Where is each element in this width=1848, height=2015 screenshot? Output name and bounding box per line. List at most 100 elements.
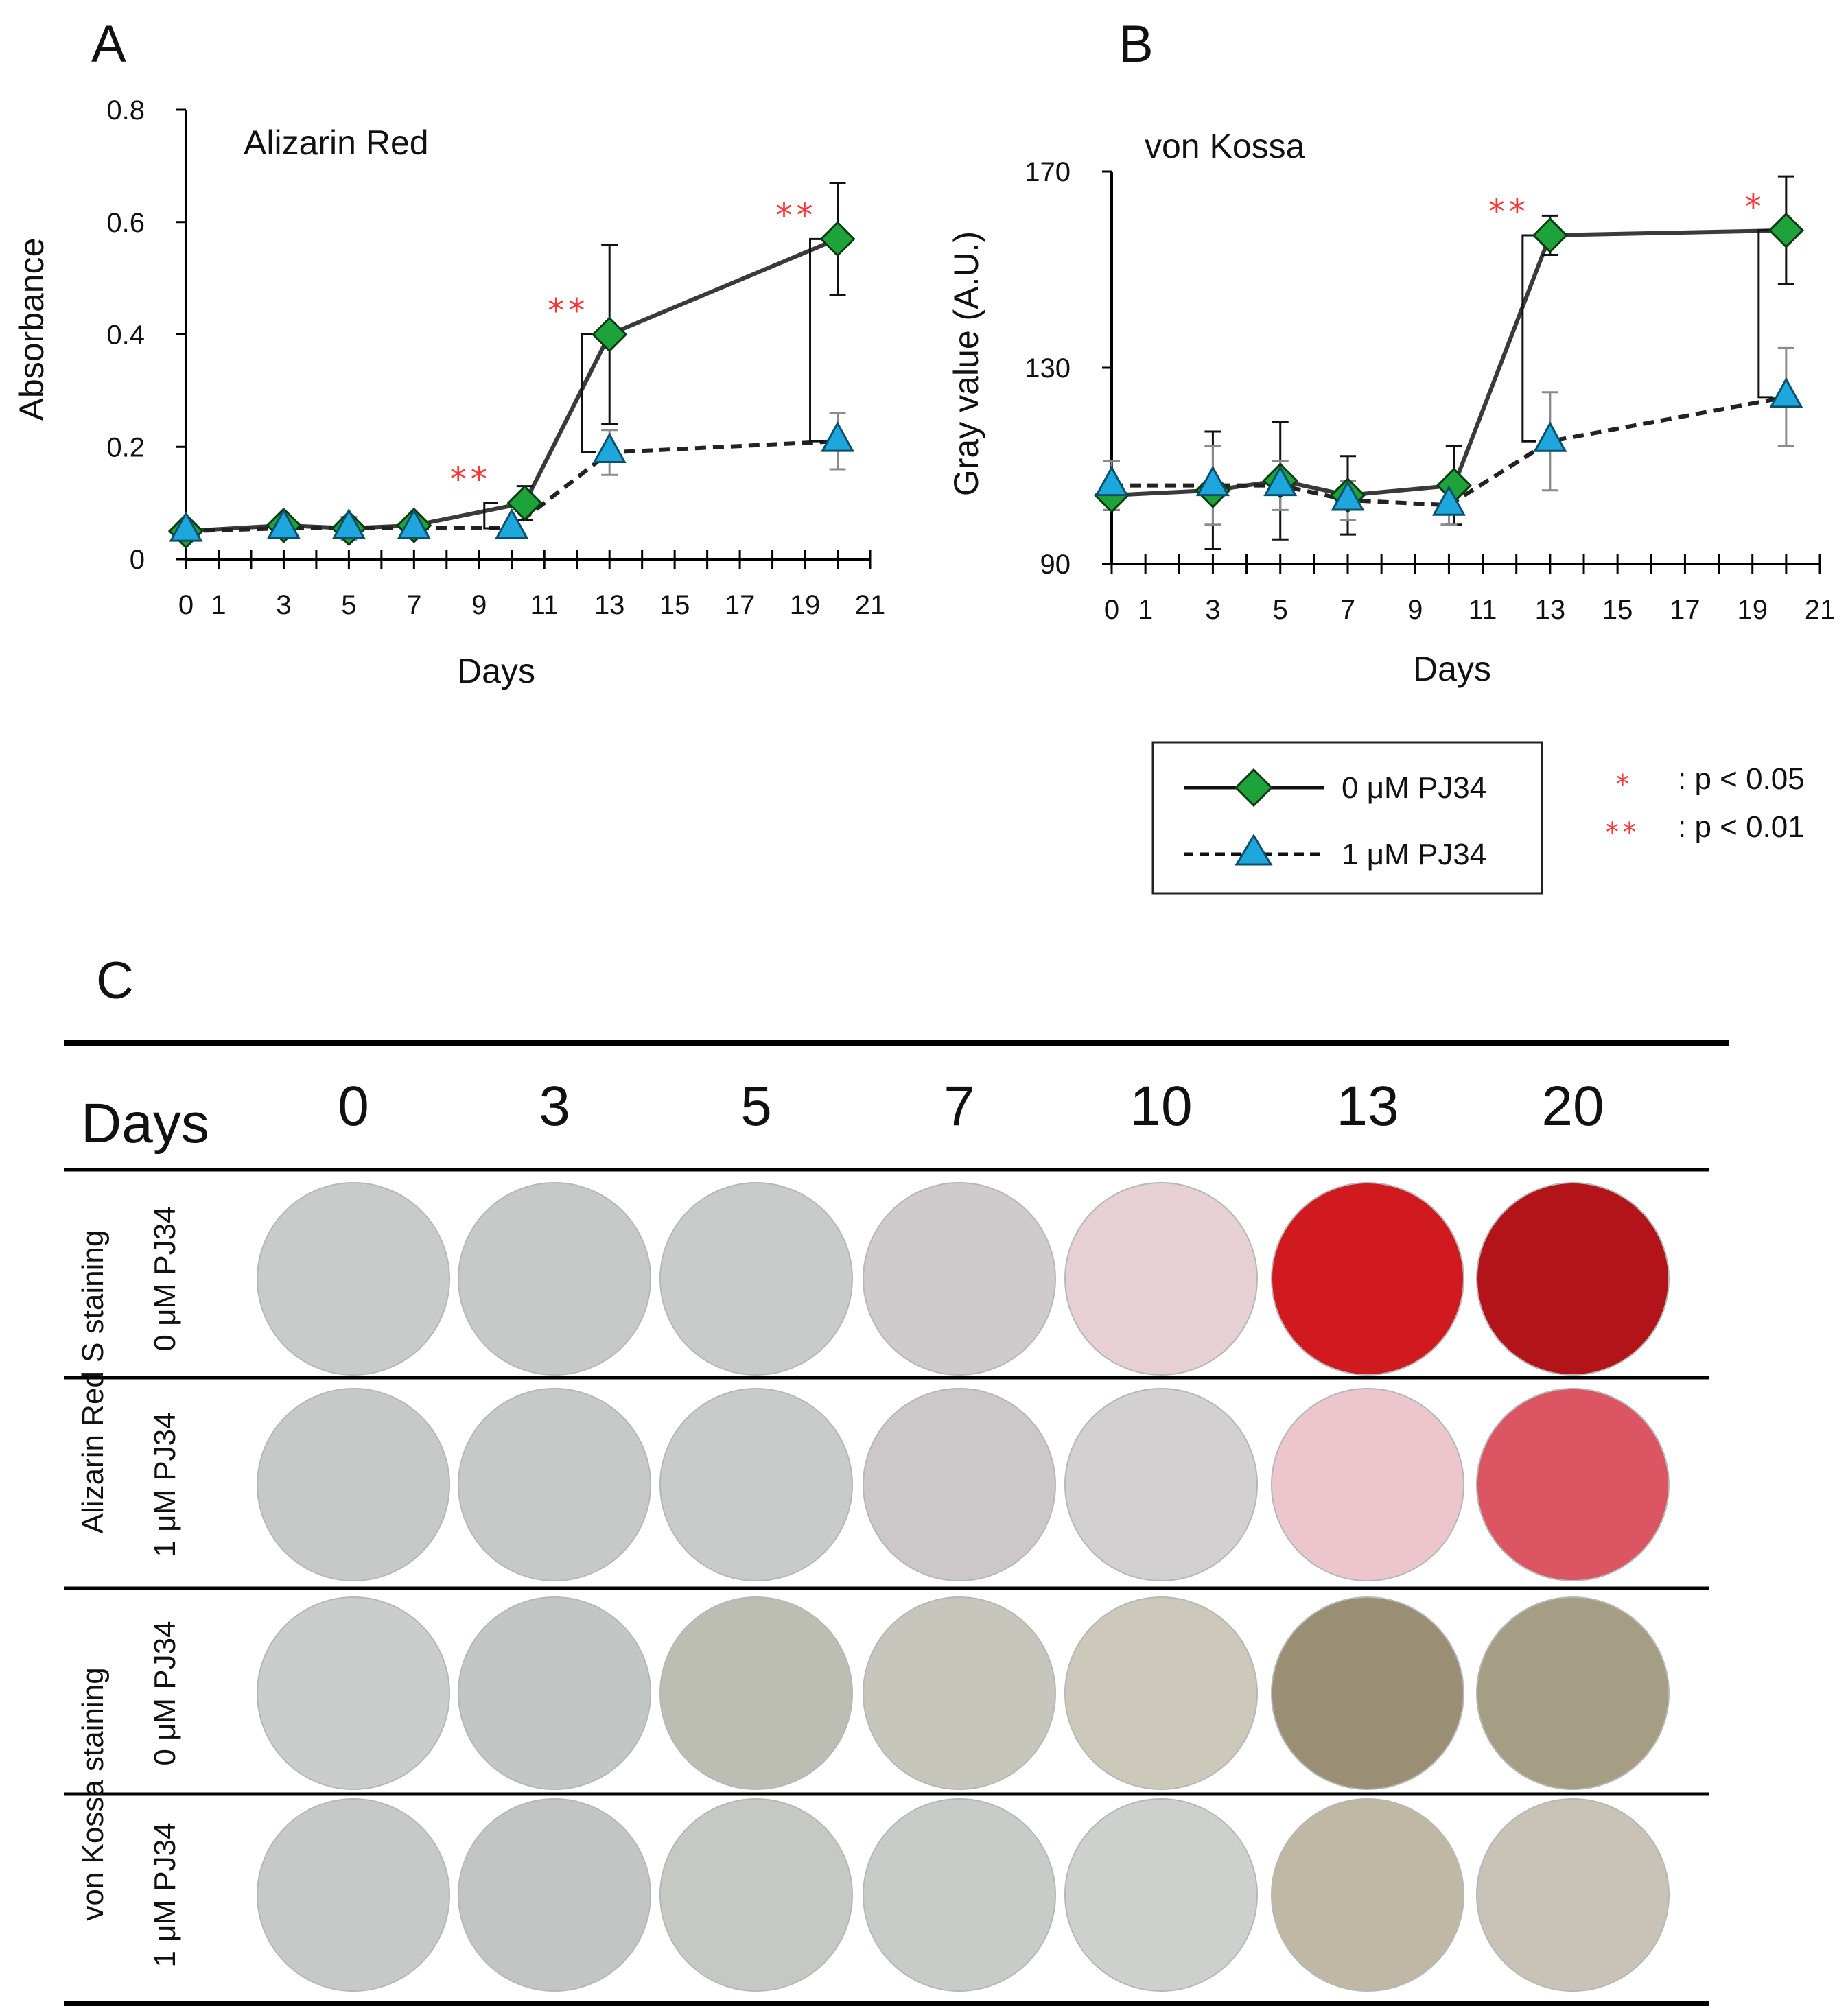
stain-well bbox=[659, 1798, 853, 1992]
chart-a-x-tick-label: 1 bbox=[211, 590, 226, 620]
chart-b-x-tick-label: 13 bbox=[1535, 595, 1566, 625]
legend-box bbox=[1151, 741, 1543, 895]
chart-a-point-triangle bbox=[331, 508, 366, 539]
chart-b-title: von Kossa bbox=[1145, 127, 1305, 165]
stain-well bbox=[863, 1798, 1056, 1992]
sig-legend-text-1: : p < 0.01 bbox=[1678, 810, 1805, 844]
stain-well bbox=[1271, 1182, 1464, 1376]
table-day-header: 0 bbox=[338, 1075, 369, 1138]
chart-a-x-tick-label: 15 bbox=[659, 590, 690, 620]
table-header-days: Days bbox=[81, 1092, 209, 1155]
chart-b-point-triangle bbox=[1331, 480, 1365, 511]
stain-well bbox=[257, 1798, 450, 1992]
stain-well bbox=[1476, 1798, 1670, 1992]
chart-a-x-tick-label: 11 bbox=[530, 590, 559, 620]
staining-table: Days 0 3 5 7 10 13 20 Alizarin Red S staining 0 … bbox=[64, 1040, 1729, 2006]
stain-well bbox=[1476, 1596, 1670, 1790]
table-day-header: 3 bbox=[539, 1075, 570, 1138]
chart-a-point-triangle bbox=[592, 432, 627, 463]
chart-a-x-tick-label: 9 bbox=[471, 590, 487, 620]
panel-letter-b: B bbox=[1119, 15, 1154, 73]
chart-a-point-diamond bbox=[819, 221, 856, 257]
chart-a-point-diamond bbox=[592, 316, 628, 353]
chart-b-point-triangle bbox=[1533, 421, 1567, 452]
chart-b-x-tick-label: 3 bbox=[1205, 595, 1220, 625]
stain-well bbox=[1064, 1182, 1258, 1376]
chart-b-ylabel: Gray value (A.U.) bbox=[947, 231, 985, 496]
stain-well bbox=[458, 1596, 651, 1790]
stain-well bbox=[1271, 1798, 1464, 1992]
chart-b-point-triangle bbox=[1263, 465, 1298, 497]
chart-a-x-tick-label: 3 bbox=[276, 590, 291, 620]
chart-a-xlabel: Days bbox=[457, 652, 535, 690]
stain-well bbox=[863, 1182, 1056, 1376]
chart-a-point-triangle bbox=[266, 508, 301, 539]
stain-well bbox=[1064, 1596, 1258, 1790]
chart-a: Alizarin Red Days Absorbance 0 1 3 5 7 9 11 13 1… bbox=[12, 95, 885, 690]
chart-b-x-tick-label: 9 bbox=[1407, 595, 1423, 625]
chart-b-x-tick-label: 17 bbox=[1670, 595, 1700, 625]
chart-a-sig-bracket bbox=[581, 333, 596, 453]
chart-a-sig-label: ** bbox=[548, 292, 589, 331]
chart-a-point-triangle bbox=[397, 508, 431, 539]
chart-b-y-tick-label: 130 bbox=[1025, 353, 1071, 384]
stain-well bbox=[659, 1388, 853, 1581]
chart-a-y-tick-label: 0.2 bbox=[106, 432, 145, 462]
row-label: 0 μM PJ34 bbox=[148, 1206, 182, 1351]
chart-b-x-tick-label: 1 bbox=[1138, 595, 1153, 625]
chart-a-x-tick-label: 5 bbox=[341, 590, 356, 620]
chart-b-point-triangle bbox=[1431, 485, 1466, 516]
chart-a-y-tick-label: 0.8 bbox=[106, 95, 145, 126]
stain-well bbox=[659, 1596, 853, 1790]
chart-b-y-tick-label: 90 bbox=[1040, 550, 1071, 580]
chart-a-y-tick-label: 0 bbox=[130, 545, 145, 575]
row-label: 1 μM PJ34 bbox=[148, 1822, 182, 1967]
chart-b-x-tick-label: 5 bbox=[1273, 595, 1288, 625]
chart-a-title: Alizarin Red bbox=[244, 123, 429, 162]
stain-well bbox=[1271, 1596, 1464, 1790]
chart-a-sig-bracket bbox=[809, 237, 824, 443]
chart-b-x-tick-label: 19 bbox=[1737, 595, 1768, 625]
chart-a-x-tick-label: 19 bbox=[790, 590, 821, 620]
panel-letter-a: A bbox=[91, 15, 126, 73]
chart-b-sig-bracket bbox=[1521, 234, 1536, 443]
chart-a-sig-label: ** bbox=[450, 460, 491, 499]
chart-b-x-tick-label: 0 bbox=[1104, 595, 1119, 625]
chart-a-x-tick-label: 17 bbox=[725, 590, 756, 620]
chart-b-y-tick-label: 170 bbox=[1025, 157, 1071, 187]
table-day-header: 5 bbox=[740, 1075, 772, 1138]
sig-legend-stars-1: ** bbox=[1606, 817, 1640, 847]
stain-well bbox=[458, 1798, 651, 1992]
legend: 0 μM PJ34 1 μM PJ34 * : p < 0.05 ** : p … bbox=[1151, 741, 1805, 895]
chart-b-point-triangle bbox=[1095, 465, 1129, 497]
stain-well bbox=[458, 1388, 651, 1581]
group-label: von Kossa staining bbox=[76, 1667, 110, 1920]
chart-b-x-tick-label: 11 bbox=[1469, 595, 1497, 625]
chart-b-sig-label: ** bbox=[1488, 193, 1530, 231]
stain-well bbox=[257, 1182, 450, 1376]
chart-a-x-tick-label: 7 bbox=[406, 590, 421, 620]
chart-a-sig-bracket bbox=[483, 502, 498, 530]
chart-b-x-tick-label: 7 bbox=[1340, 595, 1355, 625]
chart-b-x-tick-label: 15 bbox=[1602, 595, 1633, 625]
chart-a-sig-label: ** bbox=[776, 196, 817, 235]
chart-b-point-triangle bbox=[1195, 465, 1230, 497]
stain-well bbox=[863, 1596, 1056, 1790]
chart-a-y-tick-label: 0.4 bbox=[106, 320, 145, 351]
table-day-header: 10 bbox=[1130, 1075, 1192, 1138]
stain-well bbox=[1476, 1388, 1670, 1581]
legend-triangle-marker bbox=[1235, 834, 1273, 866]
chart-a-y-tick-label: 0.6 bbox=[106, 208, 145, 238]
chart-b-sig-bracket bbox=[1757, 229, 1773, 399]
chart-a-point-triangle bbox=[820, 421, 855, 452]
chart-a-x-tick-label: 0 bbox=[178, 590, 194, 620]
legend-diamond-marker bbox=[1234, 768, 1274, 808]
stain-well bbox=[863, 1388, 1056, 1581]
chart-b-x-tick-label: 21 bbox=[1805, 595, 1836, 625]
chart-b-point-triangle bbox=[1769, 377, 1803, 408]
stain-well bbox=[1476, 1182, 1670, 1376]
group-label: Alizarin Red S staining bbox=[76, 1230, 110, 1534]
panel-letter-c: C bbox=[96, 952, 134, 1010]
stain-well bbox=[1271, 1388, 1464, 1581]
